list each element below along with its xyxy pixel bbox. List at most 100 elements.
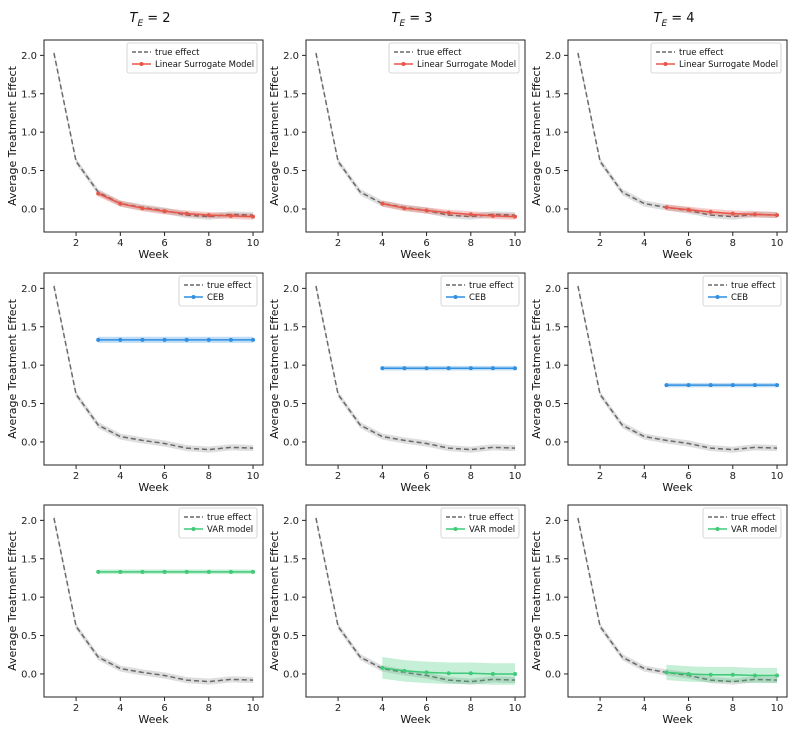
y-tick-label: 2.0 <box>283 284 299 295</box>
column-title-sub: E <box>137 19 143 29</box>
y-tick-label: 1.5 <box>545 554 561 565</box>
plot-frame <box>567 272 788 466</box>
y-tick-label: 1.0 <box>545 593 561 604</box>
model-point <box>96 337 101 342</box>
true-effect-line <box>577 52 778 218</box>
legend-box <box>178 275 258 307</box>
y-tick-label: 0.0 <box>21 437 37 448</box>
legend-swatch-marker <box>663 62 668 66</box>
x-tick-label: 10 <box>247 703 260 714</box>
y-tick-label: 1.0 <box>545 128 561 139</box>
model-point <box>468 366 473 371</box>
y-tick-label: 2.0 <box>545 284 561 295</box>
subplot-r0-c1: 2 4 6 8 10 0.0 0.5 1.0 1.5 2.0 Week Average Treatme… <box>268 39 526 261</box>
legend-label: true effect <box>731 281 776 291</box>
legend: true effect CEB <box>178 275 258 307</box>
x-tick-label: 4 <box>117 471 123 482</box>
model-point <box>446 210 451 215</box>
legend: true effect VAR model <box>440 507 520 539</box>
model-point <box>513 671 518 676</box>
x-tick-label: 8 <box>468 238 474 249</box>
y-tick-label: 1.0 <box>283 593 299 604</box>
true-effect-band <box>577 49 778 220</box>
x-tick-label: 10 <box>247 471 260 482</box>
y-tick-label: 0.0 <box>545 669 561 680</box>
y-tick-label: 1.5 <box>545 89 561 100</box>
x-tick-label: 4 <box>117 238 123 249</box>
y-tick-label: 2.0 <box>21 51 37 62</box>
legend-label: VAR model <box>469 525 515 535</box>
model-point <box>228 337 233 342</box>
x-tick-label: 10 <box>509 471 522 482</box>
y-tick-label: 2.0 <box>21 284 37 295</box>
x-tick-label: 2 <box>73 238 79 249</box>
true-effect-band <box>577 514 778 685</box>
true-effect-line <box>315 285 516 451</box>
column-title: TE = 4 <box>654 11 695 29</box>
model-point <box>686 383 691 388</box>
true-effect-line <box>577 517 778 683</box>
model-point <box>708 672 713 677</box>
column-title-sub: E <box>399 19 405 29</box>
legend-swatch-marker <box>139 62 144 66</box>
legend-swatch-marker <box>453 527 458 531</box>
model-point <box>490 213 495 218</box>
legend-label: true effect <box>207 281 252 291</box>
model-point <box>752 673 757 678</box>
model-point <box>446 671 451 676</box>
subplot-r1-c2: 2 4 6 8 10 0.0 0.5 1.0 1.5 2.0 Week Average Treatme… <box>530 272 788 494</box>
legend-box <box>702 275 782 307</box>
model-line <box>666 206 778 216</box>
model-point <box>775 673 780 678</box>
x-axis-title: Week <box>400 248 431 261</box>
model-point <box>402 366 407 371</box>
legend: true effect Linear Surrogate Model <box>388 42 520 74</box>
y-tick-label: 1.5 <box>283 89 299 100</box>
model-point <box>708 210 713 215</box>
legend-label: true effect <box>207 513 252 523</box>
x-tick-label: 8 <box>206 703 212 714</box>
y-tick-label: 1.0 <box>21 128 37 139</box>
x-tick-label: 4 <box>641 703 647 714</box>
y-axis-title: Average Treatment Effect <box>530 530 543 670</box>
legend: true effect CEB <box>702 275 782 307</box>
y-tick-label: 1.0 <box>283 128 299 139</box>
legend-label: true effect <box>679 48 724 58</box>
x-tick-label: 2 <box>335 471 341 482</box>
y-tick-label: 1.0 <box>545 361 561 372</box>
y-tick-label: 0.0 <box>283 437 299 448</box>
y-axis-title: Average Treatment Effect <box>530 65 543 205</box>
model-point <box>424 208 429 213</box>
y-axis-title: Average Treatment Effect <box>530 298 543 438</box>
legend-box <box>126 42 258 74</box>
model-point <box>490 366 495 371</box>
y-tick-label: 0.5 <box>545 399 561 410</box>
y-tick-label: 2.0 <box>283 516 299 527</box>
y-tick-label: 1.0 <box>21 593 37 604</box>
model-point <box>664 205 669 210</box>
legend-swatch-marker <box>401 62 406 66</box>
column-title-base: T <box>654 11 663 26</box>
y-tick-label: 1.5 <box>283 322 299 333</box>
legend-label: Linear Surrogate Model <box>417 60 516 70</box>
legend-swatch-marker <box>453 295 458 299</box>
legend-label: CEB <box>731 293 748 303</box>
plot-frame <box>567 39 788 233</box>
model-point <box>380 665 385 670</box>
legend: true effect CEB <box>440 275 520 307</box>
legend-swatch-marker <box>715 527 720 531</box>
true-effect-line <box>315 517 516 683</box>
model-line <box>97 192 254 218</box>
plot-frame <box>567 504 788 698</box>
legend: true effect VAR model <box>178 507 258 539</box>
model-point <box>424 670 429 675</box>
column-title-sub: E <box>661 19 667 29</box>
true-effect-line <box>315 52 516 218</box>
y-axis-title: Average Treatment Effect <box>6 65 19 205</box>
x-tick-label: 4 <box>641 238 647 249</box>
legend-box <box>702 507 782 539</box>
y-axis-title: Average Treatment Effect <box>268 65 281 205</box>
legend-label: VAR model <box>731 525 777 535</box>
plot-frame <box>305 39 526 233</box>
y-tick-label: 2.0 <box>283 51 299 62</box>
